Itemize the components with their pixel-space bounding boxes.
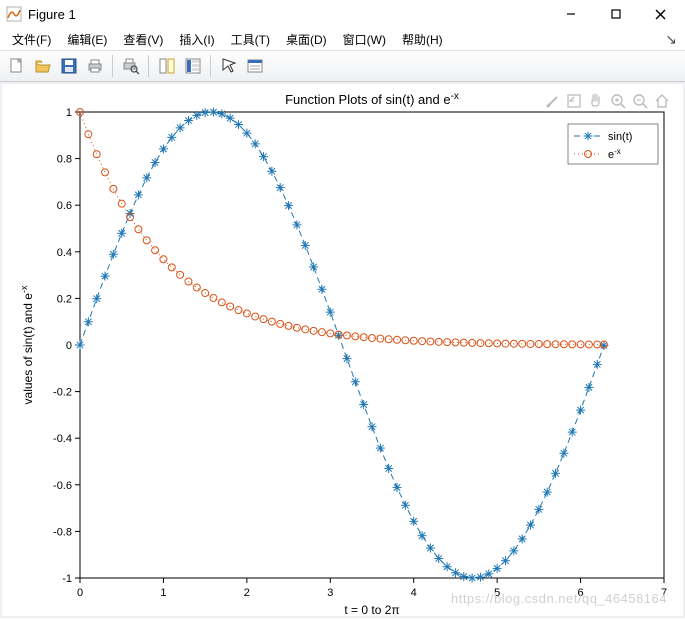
svg-text:0.6: 0.6	[57, 200, 72, 212]
link-brush-button[interactable]	[154, 54, 179, 79]
axes-zoom-in-icon[interactable]	[609, 92, 627, 110]
menu-item[interactable]: 桌面(D)	[278, 29, 335, 50]
edit-plot-button[interactable]	[216, 54, 241, 79]
dock-arrow-icon[interactable]: ↘	[665, 31, 681, 48]
svg-text:0.8: 0.8	[57, 154, 72, 166]
maximize-button[interactable]	[593, 0, 638, 28]
minimize-button[interactable]	[548, 0, 593, 28]
svg-text:-0.4: -0.4	[53, 433, 72, 445]
menu-item[interactable]: 插入(I)	[171, 29, 222, 50]
figure-toolbar	[0, 50, 685, 82]
svg-text:6: 6	[578, 587, 584, 599]
svg-text:-0.6: -0.6	[53, 480, 72, 492]
toolbar-separator	[210, 55, 211, 77]
svg-text:1: 1	[160, 587, 166, 599]
toolbar-separator	[148, 55, 149, 77]
toolbar-separator	[112, 55, 113, 77]
chart-svg: 0 1 2 3 4 5 6 7 -1 -0.8 -0.6 -0.4 -0.2 0 0.2 0.4 0.6 0.8 1…	[2, 84, 683, 616]
axes-home-icon[interactable]	[653, 92, 671, 110]
svg-text:4: 4	[411, 587, 417, 599]
svg-text:values of sin(t) and e-x: values of sin(t) and e-x	[19, 285, 35, 404]
axes-zoom-out-icon[interactable]	[631, 92, 649, 110]
menu-bar: 文件(F)编辑(E)查看(V)插入(I)工具(T)桌面(D)窗口(W)帮助(H)…	[0, 28, 685, 50]
menu-item[interactable]: 查看(V)	[115, 29, 171, 50]
open-button[interactable]	[30, 54, 55, 79]
svg-text:5: 5	[494, 587, 500, 599]
svg-text:sin(t): sin(t)	[608, 131, 632, 143]
print-button[interactable]	[82, 54, 107, 79]
svg-text:3: 3	[327, 587, 333, 599]
close-button[interactable]	[638, 0, 683, 28]
svg-text:-0.2: -0.2	[53, 387, 72, 399]
axes-export-icon[interactable]	[565, 92, 583, 110]
plot-area[interactable]: 0 1 2 3 4 5 6 7 -1 -0.8 -0.6 -0.4 -0.2 0 0.2 0.4 0.6 0.8 1…	[2, 84, 683, 616]
window-title: Figure 1	[28, 7, 76, 22]
menu-item[interactable]: 编辑(E)	[59, 29, 115, 50]
menu-item[interactable]: 帮助(H)	[394, 29, 451, 50]
insert-colorbar-button[interactable]	[180, 54, 205, 79]
window-titlebar: Figure 1	[0, 0, 685, 28]
app-icon	[6, 6, 22, 22]
svg-text:7: 7	[661, 587, 667, 599]
svg-text:Function Plots of sin(t) and e: Function Plots of sin(t) and e-x	[285, 91, 459, 108]
print-preview-button[interactable]	[118, 54, 143, 79]
axes-brush-icon[interactable]	[543, 92, 561, 110]
new-figure-button[interactable]	[4, 54, 29, 79]
svg-text:-1: -1	[62, 573, 72, 585]
property-inspector-button[interactable]	[242, 54, 267, 79]
menu-item[interactable]: 窗口(W)	[335, 29, 394, 50]
axes-toolbar	[543, 92, 671, 110]
svg-text:2: 2	[244, 587, 250, 599]
axes-pan-icon[interactable]	[587, 92, 605, 110]
save-button[interactable]	[56, 54, 81, 79]
svg-text:1: 1	[66, 107, 72, 119]
svg-text:0.4: 0.4	[57, 247, 72, 259]
svg-text:0: 0	[66, 340, 72, 352]
menu-item[interactable]: 文件(F)	[4, 29, 59, 50]
svg-text:t = 0 to 2π: t = 0 to 2π	[344, 603, 399, 616]
svg-text:0.2: 0.2	[57, 293, 72, 305]
svg-text:0: 0	[77, 587, 83, 599]
menu-item[interactable]: 工具(T)	[223, 29, 278, 50]
svg-text:-0.8: -0.8	[53, 526, 72, 538]
figure-canvas: 0 1 2 3 4 5 6 7 -1 -0.8 -0.6 -0.4 -0.2 0 0.2 0.4 0.6 0.8 1…	[0, 82, 685, 618]
